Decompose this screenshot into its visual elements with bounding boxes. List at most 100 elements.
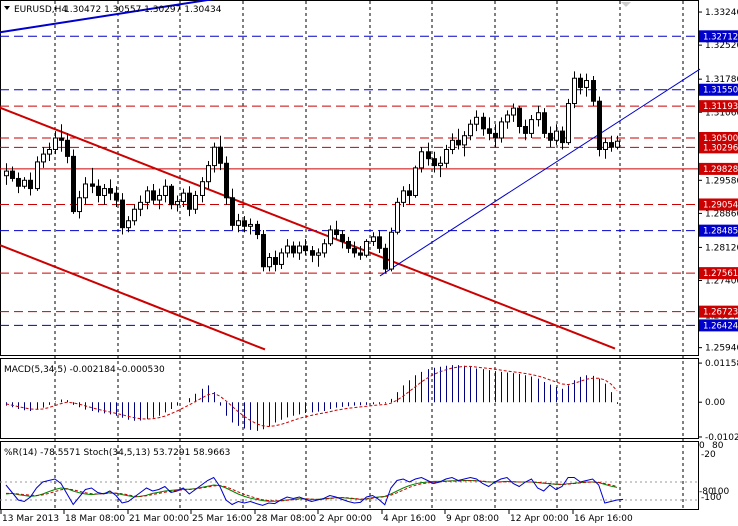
candle-body <box>291 245 296 254</box>
candle-body <box>536 112 541 121</box>
candle-body <box>603 142 608 150</box>
candle-body <box>542 112 547 134</box>
macd-tick-label: -0.010296 <box>705 433 738 443</box>
candle-body <box>517 107 522 128</box>
candle-body <box>505 114 510 123</box>
candle-body <box>438 162 443 167</box>
ohlc-header: 1.30472 1.30557 1.30297 1.30434 <box>64 5 222 15</box>
candle-body <box>4 170 9 177</box>
candle-body <box>218 146 223 164</box>
candle-body <box>65 139 70 157</box>
candle-body <box>340 234 345 242</box>
candle-body <box>297 245 302 254</box>
candle-body <box>126 220 131 229</box>
candle-body <box>364 240 369 256</box>
level-label: 1.27561 <box>703 269 738 279</box>
level-label: 1.29054 <box>703 200 738 210</box>
candle-body <box>261 234 266 268</box>
level-label-box <box>699 132 738 145</box>
vertical-grid <box>54 1 684 510</box>
price-tick-label: 1.25940 <box>705 344 738 354</box>
level-label-box <box>699 83 738 96</box>
time-tick-label: 21 Mar 00:00 <box>129 514 189 524</box>
candle-body <box>77 197 82 213</box>
macd-tick-label: 0.011584 <box>705 359 738 369</box>
candle-body <box>28 179 33 190</box>
time-tick-label: 12 Apr 00:00 <box>510 514 569 524</box>
candle-body <box>242 220 247 227</box>
price-panel-frame <box>0 0 699 356</box>
candle-body <box>255 223 260 236</box>
candle-body <box>175 200 180 206</box>
macd-label: MACD(5,34,5) -0.002184 -0.000530 <box>4 365 165 375</box>
candle-body <box>426 151 431 160</box>
time-tick-label: 16 Apr 16:00 <box>574 514 633 524</box>
candle-body <box>334 229 339 236</box>
level-label: 1.31193 <box>703 102 738 112</box>
candle-body <box>584 80 589 88</box>
time-tick-label: 2 Apr 00:00 <box>319 514 372 524</box>
candle-body <box>16 177 21 187</box>
level-label-box <box>699 162 738 175</box>
candle-body <box>71 155 76 213</box>
time-tick-label: 18 Mar 08:00 <box>65 514 125 524</box>
level-label-box <box>699 30 738 43</box>
candle-body <box>352 247 357 254</box>
candle-body <box>389 231 394 270</box>
candle-body <box>310 250 315 256</box>
candle-body <box>456 139 461 146</box>
price-tick-label: 1.29580 <box>705 176 738 186</box>
level-label: 1.26723 <box>703 308 738 318</box>
price-tick-label: 1.32520 <box>705 41 738 51</box>
candle-body <box>560 130 565 144</box>
candle-body <box>303 245 308 252</box>
candle-body <box>41 153 46 163</box>
price-tick-label: 1.28860 <box>705 209 738 219</box>
candle-body <box>102 188 107 196</box>
candle-body <box>59 137 64 141</box>
candle-body <box>523 126 528 134</box>
candle-body <box>83 183 88 199</box>
level-label: 1.30500 <box>703 134 738 144</box>
candle-body <box>328 229 333 245</box>
time-axis-labels: 13 Mar 2013 18 Mar 08:00 21 Mar 00:00 25 Ma… <box>0 510 633 524</box>
candle-body <box>377 236 382 249</box>
macd-tick-label: 0.00 <box>705 398 725 408</box>
level-label: 1.32712 <box>703 32 738 42</box>
candle-body <box>499 121 504 139</box>
candle-body <box>346 240 351 249</box>
trendline <box>0 0 215 34</box>
candle-body <box>481 116 486 130</box>
candle-body <box>615 140 620 148</box>
candle-body <box>493 132 498 139</box>
candle-body <box>548 132 553 141</box>
candle-body <box>230 197 235 226</box>
candle-body <box>145 190 150 203</box>
time-tick-label: 9 Apr 08:00 <box>446 514 499 524</box>
level-label-box <box>699 319 738 332</box>
candle-body <box>444 148 449 164</box>
candle-body <box>316 252 321 256</box>
oscillator-tick-label: 0 <box>699 441 705 451</box>
candle-body <box>285 245 290 254</box>
candle-body <box>138 201 143 210</box>
candle-body <box>35 161 40 190</box>
candle-body <box>90 183 95 187</box>
level-label-box <box>699 198 738 211</box>
candle-body <box>114 192 119 201</box>
trendlines <box>0 0 701 351</box>
candle-body <box>10 170 15 179</box>
oscillator-tick-label: 100 <box>712 487 729 497</box>
candle-body <box>529 119 534 134</box>
candle-body <box>236 220 241 226</box>
candle-body <box>279 252 284 265</box>
price-tick-label: 1.28120 <box>705 243 738 253</box>
candle-body <box>157 194 162 201</box>
candle-body <box>419 151 424 169</box>
level-label-box <box>699 305 738 318</box>
dropdown-triangle-icon[interactable] <box>4 6 10 10</box>
trendline <box>379 68 701 277</box>
candle-body <box>212 146 217 167</box>
